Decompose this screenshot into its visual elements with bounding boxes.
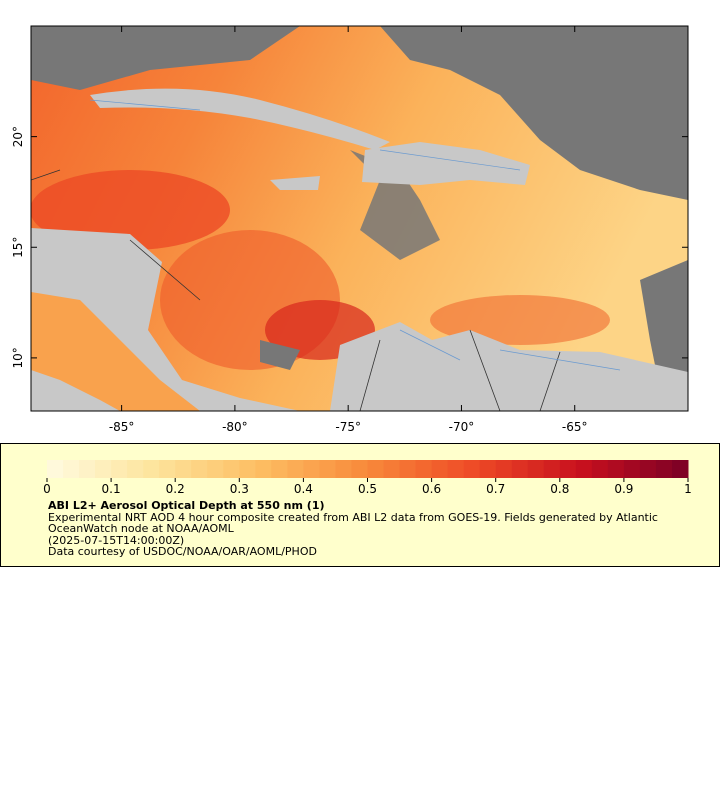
x-tick-label: -65° (562, 420, 588, 434)
colorbar-segment (479, 460, 497, 478)
colorbar-segment (319, 460, 336, 478)
colorbar-segment (255, 460, 272, 478)
colorbar-segment (655, 460, 673, 478)
colorbar-segment (47, 460, 64, 478)
colorbar-segment (79, 460, 96, 478)
colorbar-segment (127, 460, 144, 478)
colorbar-segment (207, 460, 224, 478)
colorbar-tick-label: 0 (43, 482, 51, 496)
colorbar-segment (591, 460, 609, 478)
colorbar-segment (495, 460, 513, 478)
colorbar-tick-label: 0.3 (230, 482, 249, 496)
colorbar-segment (607, 460, 625, 478)
colorbar-segment (367, 460, 385, 478)
colorbar-segment (63, 460, 80, 478)
colorbar-segment (223, 460, 240, 478)
colorbar-segment (303, 460, 320, 478)
description: Experimental NRT AOD 4 hour composite cr… (48, 510, 658, 535)
colorbar-segment (143, 460, 160, 478)
y-tick-label: 10° (11, 347, 25, 368)
colorbar-tick-label: 0.1 (102, 482, 121, 496)
colorbar-segment (671, 460, 689, 478)
colorbar-segment (639, 460, 657, 478)
colorbar-segment (431, 460, 449, 478)
colorbar-segment (447, 460, 465, 478)
axes: -85° -80° -75° -70° -65° 10° 15° 20° (11, 26, 688, 434)
colorbar-tick-label: 0.6 (422, 482, 441, 496)
colorbar-segment (111, 460, 128, 478)
colorbar-tick-label: 0.5 (358, 482, 377, 496)
colorbar-segment (239, 460, 256, 478)
legend-title: ABI L2+ Aerosol Optical Depth at 550 nm … (48, 499, 325, 512)
colorbar-segment (543, 460, 561, 478)
colorbar-segment (383, 460, 401, 478)
colorbar-segment (159, 460, 176, 478)
colorbar-segment (351, 460, 368, 478)
colorbar-segment (463, 460, 481, 478)
colorbar-segment (559, 460, 577, 478)
x-tick-label: -85° (109, 420, 135, 434)
timestamp: (2025-07-15T14:00:00Z) (48, 533, 185, 547)
x-tick-label: -75° (335, 420, 361, 434)
colorbar-segment (335, 460, 352, 478)
map-image (31, 26, 688, 411)
colorbar-segment (415, 460, 433, 478)
map-frame (30, 25, 689, 412)
colorbar-segment (575, 460, 593, 478)
colorbar-tick-label: 1 (684, 482, 692, 496)
colorbar-tick-label: 0.8 (550, 482, 569, 496)
colorbar-segment (511, 460, 529, 478)
y-tick-label: 15° (11, 237, 25, 258)
colorbar-tick-label: 0.2 (166, 482, 185, 496)
colorbar-segment (287, 460, 304, 478)
y-tick-label: 20° (11, 126, 25, 147)
colorbar-segment (399, 460, 417, 478)
colorbar-segment (623, 460, 641, 478)
colorbar-segment (175, 460, 192, 478)
colorbar: 0 0.1 0.2 0.3 0.4 0.5 0.6 0.7 0.8 0.9 1 (43, 460, 692, 496)
colorbar-segment (271, 460, 288, 478)
colorbar-segment (95, 460, 112, 478)
x-tick-label: -80° (222, 420, 248, 434)
colorbar-tick-label: 0.4 (294, 482, 313, 496)
legend-text: ABI L2+ Aerosol Optical Depth at 550 nm … (48, 500, 688, 558)
colorbar-tick-label: 0.9 (614, 482, 633, 496)
colorbar-tick-label: 0.7 (486, 482, 505, 496)
colorbar-segment (527, 460, 545, 478)
x-tick-label: -70° (449, 420, 475, 434)
credit: Data courtesy of USDOC/NOAA/OAR/AOML/PHO… (48, 545, 317, 558)
colorbar-segment (191, 460, 208, 478)
